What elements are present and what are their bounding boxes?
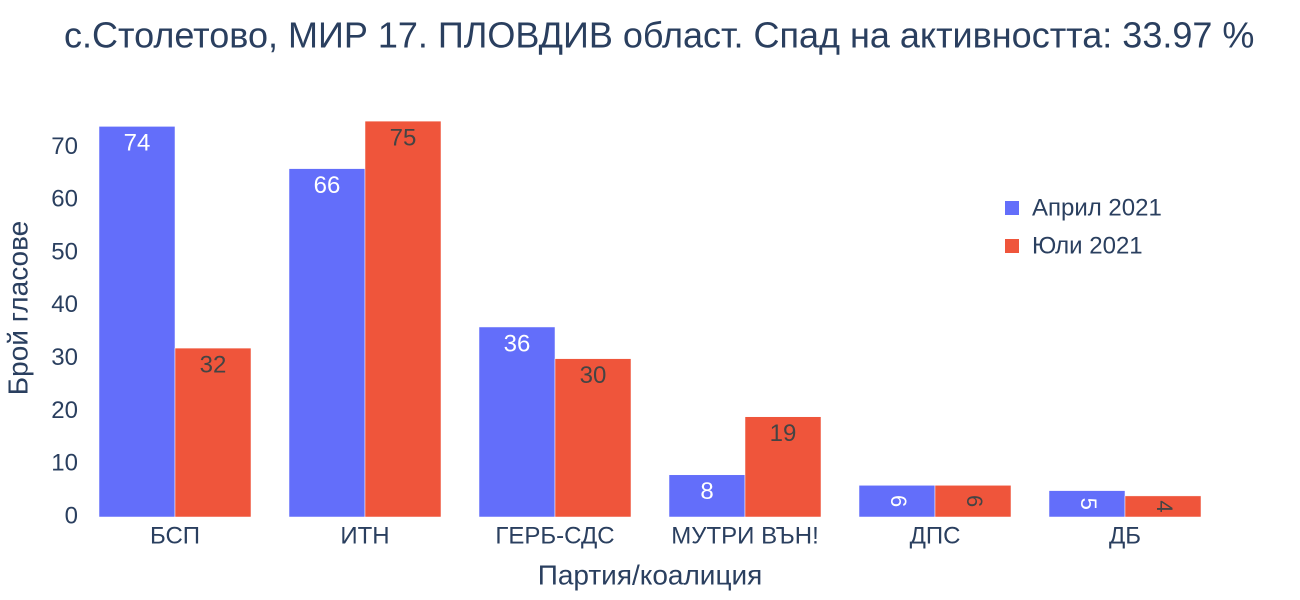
bar	[668, 474, 746, 518]
legend-label: Април 2021	[1032, 194, 1162, 221]
value-label: 6	[886, 495, 911, 507]
y-tick-label: 50	[51, 238, 78, 265]
y-tick-label: 0	[65, 502, 78, 529]
x-axis-title: Партия/коалиция	[538, 559, 763, 590]
chart-title: с.Столетово, МИР 17. ПЛОВДИВ област. Спа…	[64, 15, 1254, 56]
y-tick-label: 70	[51, 133, 78, 160]
legend-swatch	[1005, 201, 1019, 215]
y-tick-label: 60	[51, 186, 78, 213]
bar	[934, 485, 1012, 518]
value-label: 36	[504, 330, 531, 357]
x-tick-label: МУТРИ ВЪН!	[671, 522, 818, 549]
bar	[98, 126, 176, 518]
x-tick-label: ИТН	[340, 522, 389, 549]
x-tick-label: ДПС	[910, 522, 961, 549]
bar	[364, 120, 442, 518]
legend-swatch	[1005, 239, 1019, 253]
y-tick-label: 10	[51, 450, 78, 477]
x-tick-label: ГЕРБ-СДС	[495, 522, 614, 549]
bar	[744, 416, 822, 518]
y-tick-label: 20	[51, 397, 78, 424]
value-label: 66	[314, 172, 341, 199]
value-label: 5	[1076, 498, 1101, 510]
value-label: 74	[124, 130, 151, 157]
value-label: 75	[390, 124, 417, 151]
bar	[1124, 495, 1202, 518]
value-label: 32	[200, 351, 227, 378]
x-tick-label: БСП	[150, 522, 200, 549]
value-label: 6	[962, 495, 987, 507]
bar	[554, 358, 632, 518]
bar	[478, 326, 556, 518]
y-tick-label: 40	[51, 291, 78, 318]
y-axis-title: Брой гласове	[2, 221, 33, 395]
y-tick-label: 30	[51, 344, 78, 371]
bar	[1048, 490, 1126, 518]
value-label: 30	[580, 362, 607, 389]
bar	[288, 168, 366, 518]
value-label: 8	[700, 478, 713, 505]
bar	[858, 485, 936, 518]
x-tick-label: ДБ	[1109, 522, 1141, 549]
bar	[174, 347, 252, 518]
value-label: 19	[770, 420, 797, 447]
legend-label: Юли 2021	[1032, 232, 1143, 259]
value-label: 4	[1152, 500, 1177, 512]
